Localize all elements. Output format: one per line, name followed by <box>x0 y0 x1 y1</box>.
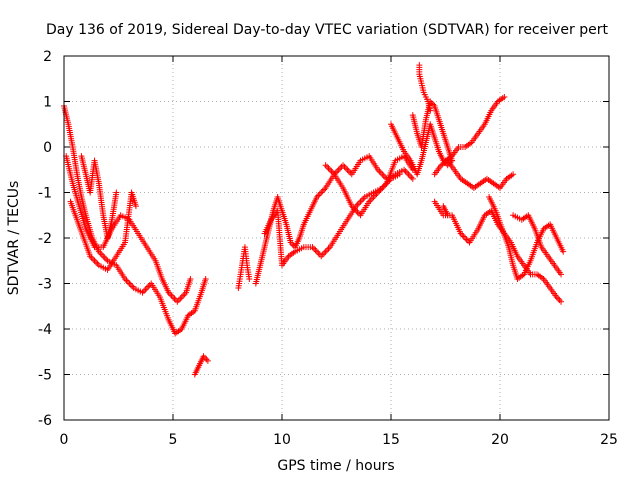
series-track <box>63 153 194 305</box>
chart-title: Day 136 of 2019, Sidereal Day-to-day VTE… <box>46 22 608 38</box>
series-track <box>416 62 434 114</box>
y-tick-label: 0 <box>43 140 52 156</box>
y-axis-ticks: -6 -5 -4 -3 -2 -1 0 1 2 <box>38 49 609 429</box>
data-points <box>431 157 517 191</box>
series-track <box>431 157 517 191</box>
x-tick-label: 10 <box>273 432 291 448</box>
data-points <box>409 98 456 164</box>
x-axis-label: GPS time / hours <box>277 458 394 474</box>
y-tick-label: 2 <box>43 49 52 65</box>
x-axis-ticks: 0 5 10 15 20 25 <box>60 56 618 448</box>
data-points <box>486 194 567 282</box>
y-tick-label: -6 <box>38 413 52 429</box>
data-points <box>388 121 456 178</box>
x-tick-label: 15 <box>382 432 400 448</box>
series-track <box>442 93 508 164</box>
series-track <box>261 171 403 269</box>
data-points <box>261 171 403 269</box>
x-tick-label: 5 <box>169 432 178 448</box>
series-track <box>510 212 565 278</box>
series-track <box>388 121 456 178</box>
y-tick-label: -1 <box>38 186 52 202</box>
series-track <box>440 203 451 219</box>
y-axis-label: SDTVAR / TECUs <box>6 181 22 296</box>
x-tick-label: 20 <box>491 432 509 448</box>
series-track <box>235 244 253 292</box>
series-track <box>191 353 211 378</box>
data-points <box>322 153 416 219</box>
x-tick-label: 25 <box>600 432 618 448</box>
points-layer <box>61 62 567 378</box>
data-points <box>78 153 120 241</box>
series-track <box>486 194 567 282</box>
data-points <box>191 353 211 378</box>
y-tick-label: -5 <box>38 368 52 384</box>
data-points <box>510 212 565 278</box>
y-tick-label: -3 <box>38 277 52 293</box>
y-tick-label: -4 <box>38 322 52 338</box>
data-points <box>63 153 194 305</box>
series-track <box>322 153 416 219</box>
data-points <box>416 62 434 114</box>
data-points <box>67 189 139 273</box>
y-tick-label: -2 <box>38 231 52 247</box>
series-track <box>78 153 120 241</box>
x-tick-label: 0 <box>60 432 69 448</box>
y-tick-label: 1 <box>43 95 52 111</box>
data-points <box>235 244 253 292</box>
data-points <box>442 93 508 164</box>
series-track <box>409 98 456 164</box>
data-points <box>440 203 451 219</box>
series-track <box>67 189 139 273</box>
